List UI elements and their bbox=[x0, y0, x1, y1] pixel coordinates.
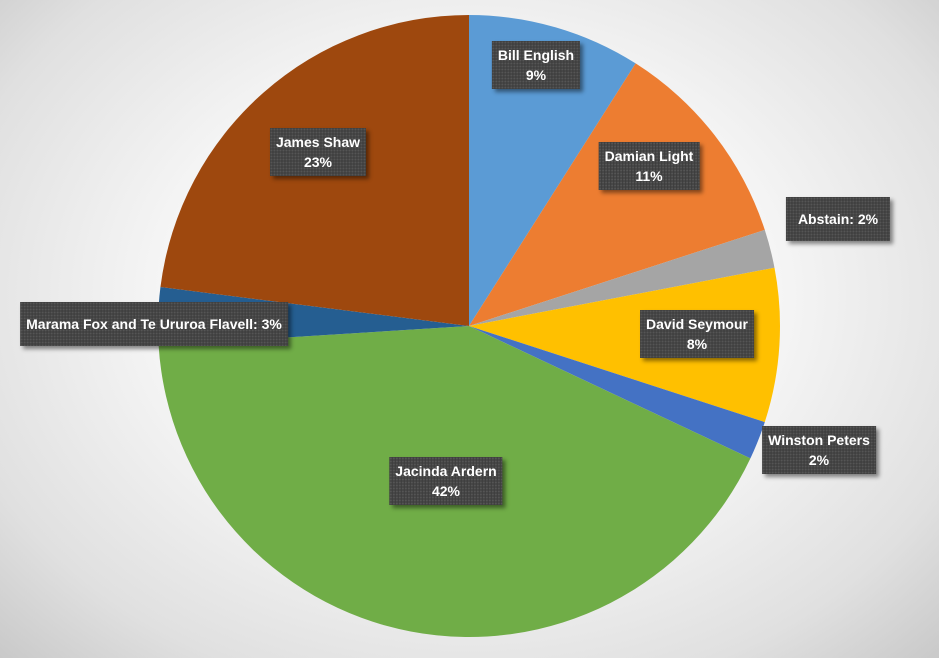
data-label-damian-light: Damian Light 11% bbox=[598, 142, 700, 190]
data-label-winston-peters: Winston Peters 2% bbox=[762, 426, 876, 474]
label-name: Winston Peters bbox=[768, 432, 870, 448]
pie-slice-winston-peters bbox=[469, 326, 765, 459]
data-label-james-shaw: James Shaw 23% bbox=[269, 128, 367, 176]
label-name: Bill English bbox=[497, 47, 575, 63]
label-text: Marama Fox and Te Ururoa Flavell: 3% bbox=[26, 316, 282, 332]
pie-slice-david-seymour bbox=[469, 267, 780, 423]
pie-slice-damian-light bbox=[469, 63, 765, 326]
data-label-jacinda-ardern: Jacinda Ardern 42% bbox=[389, 457, 503, 505]
label-name: Damian Light bbox=[604, 148, 694, 164]
label-percent: 9% bbox=[525, 67, 547, 83]
label-percent: 23% bbox=[303, 154, 333, 170]
data-label-david-seymour: David Seymour 8% bbox=[640, 310, 754, 358]
label-percent: 2% bbox=[808, 452, 830, 468]
label-name: Jacinda Ardern bbox=[395, 463, 497, 479]
label-percent: 8% bbox=[686, 336, 708, 352]
data-label-abstain: Abstain: 2% bbox=[785, 197, 891, 241]
label-name: David Seymour bbox=[646, 316, 748, 332]
pie-slice-bill-english bbox=[469, 15, 636, 326]
data-label-bill-english: Bill English 9% bbox=[491, 41, 581, 89]
label-name: James Shaw bbox=[275, 134, 361, 150]
label-text: Abstain: 2% bbox=[797, 211, 879, 227]
label-percent: 11% bbox=[635, 168, 663, 184]
pie-slice-abstain bbox=[469, 229, 775, 326]
data-label-marama-fox-te-ururoa-flavell: Marama Fox and Te Ururoa Flavell: 3% bbox=[20, 302, 288, 346]
label-percent: 42% bbox=[431, 483, 461, 499]
